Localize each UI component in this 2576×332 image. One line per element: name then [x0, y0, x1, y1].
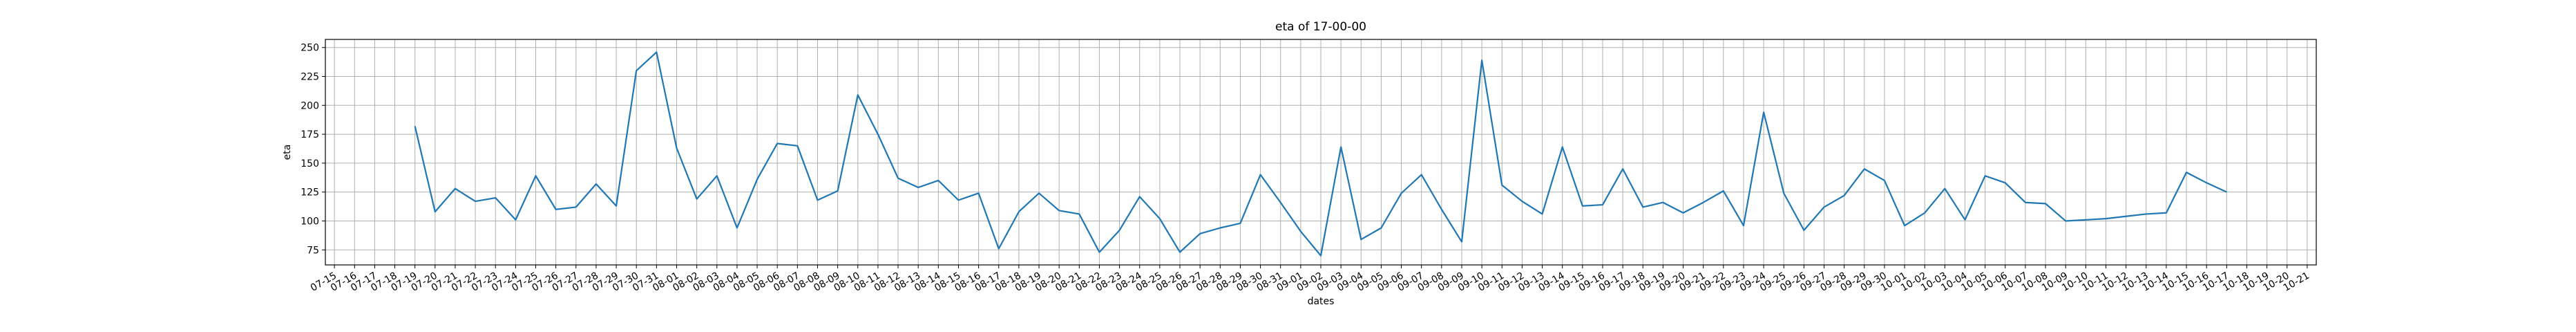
chart-title: eta of 17-00-00: [1275, 20, 1366, 34]
y-axis-label: eta: [282, 145, 293, 160]
x-axis-label: dates: [1308, 296, 1335, 307]
y-tick-label: 200: [300, 100, 319, 111]
data-line: [414, 51, 2227, 257]
y-tick-label: 100: [300, 216, 319, 227]
y-tick-label: 150: [300, 158, 319, 169]
y-tick-label: 175: [300, 129, 319, 140]
y-tick-label: 125: [300, 187, 319, 199]
y-tick-label: 225: [300, 71, 319, 82]
y-tick-label: 250: [300, 43, 319, 54]
y-tick-label: 75: [307, 245, 319, 256]
plot-frame: [325, 39, 2317, 266]
